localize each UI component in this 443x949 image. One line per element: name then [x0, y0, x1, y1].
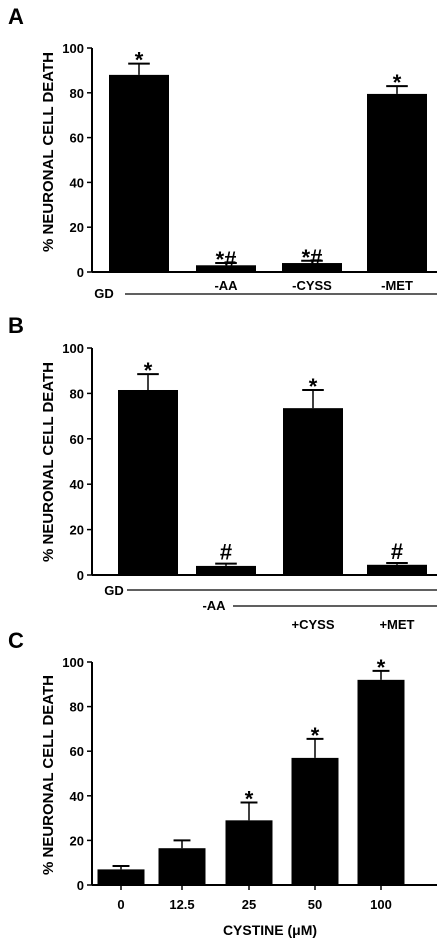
category-label: 50: [308, 897, 322, 912]
significance-marker: *: [245, 786, 254, 811]
significance-marker: *: [144, 358, 153, 383]
group-label-gd-b: GD: [104, 583, 124, 598]
significance-marker: #: [220, 540, 232, 565]
y-tick-label: 100: [62, 41, 84, 56]
bar: [109, 74, 169, 272]
panel-a-plot: 0 20 40 60 80 100 * *# -AA *# -CYSS * -MET: [62, 41, 437, 293]
y-tick-label: 20: [70, 523, 84, 538]
category-label: +CYSS: [292, 617, 335, 632]
category-label: -AA: [214, 278, 238, 293]
significance-marker: *: [393, 70, 402, 95]
category-label: 25: [242, 897, 256, 912]
y-tick-label: 40: [70, 175, 84, 190]
y-tick-label: 100: [62, 341, 84, 356]
y-axis-label-b: % NEURONAL CELL DEATH: [40, 362, 57, 562]
x-axis-label-c: CYSTINE (μM): [223, 922, 317, 938]
y-axis-label-c: % NEURONAL CELL DEATH: [40, 675, 57, 875]
bar: [97, 869, 145, 885]
bar: [225, 820, 273, 885]
panel-c-plot: 0 20 40 60 80 100 0 12.5 * 25 * 50 * 100: [62, 655, 437, 912]
bar: [367, 564, 427, 575]
y-tick-label: 0: [77, 568, 84, 583]
y-tick-label: 80: [70, 86, 84, 101]
bar: [196, 565, 256, 575]
category-label: 100: [370, 897, 392, 912]
category-label: 12.5: [169, 897, 194, 912]
y-tick-label: 20: [70, 833, 84, 848]
significance-marker: *#: [302, 245, 323, 270]
panel-c: C % NEURONAL CELL DEATH 0 20 40 60 80 100 0 12.…: [8, 628, 437, 938]
y-axis-label-a: % NEURONAL CELL DEATH: [40, 52, 57, 252]
y-tick-label: 0: [77, 878, 84, 893]
y-tick-label: 40: [70, 477, 84, 492]
y-tick-label: 0: [77, 265, 84, 280]
category-label: 0: [117, 897, 124, 912]
y-tick-label: 60: [70, 744, 84, 759]
panel-label-c: C: [8, 628, 24, 653]
panel-b: B % NEURONAL CELL DEATH 0 20 40 60 80 100 * # * +…: [8, 313, 437, 632]
bar: [357, 679, 405, 885]
y-tick-label: 80: [70, 700, 84, 715]
y-tick-label: 60: [70, 131, 84, 146]
significance-marker: *: [377, 655, 386, 680]
y-tick-label: 20: [70, 220, 84, 235]
significance-marker: *#: [216, 247, 237, 272]
group-label-gd-a: GD: [94, 286, 114, 301]
significance-marker: *: [309, 374, 318, 399]
bar: [196, 265, 256, 272]
bar: [291, 757, 339, 885]
significance-marker: *: [311, 723, 320, 748]
y-tick-label: 80: [70, 386, 84, 401]
bar: [283, 408, 343, 575]
category-label: -MET: [381, 278, 413, 293]
category-label: +MET: [379, 617, 414, 632]
bar: [118, 389, 178, 575]
significance-marker: #: [391, 539, 403, 564]
y-tick-label: 40: [70, 789, 84, 804]
panel-label-a: A: [8, 4, 24, 29]
bar: [282, 263, 342, 272]
panel-b-plot: 0 20 40 60 80 100 * # * +CYSS # +MET: [62, 341, 437, 632]
y-tick-label: 60: [70, 432, 84, 447]
y-tick-label: 100: [62, 655, 84, 670]
category-label: -CYSS: [292, 278, 332, 293]
bar: [367, 93, 427, 272]
bar: [158, 848, 206, 885]
significance-marker: *: [135, 48, 144, 73]
panel-label-b: B: [8, 313, 24, 338]
group-label-aa-b: -AA: [202, 598, 226, 613]
panel-a: A % NEURONAL CELL DEATH 0 20 40 60 80 100 * *# -…: [8, 4, 437, 301]
